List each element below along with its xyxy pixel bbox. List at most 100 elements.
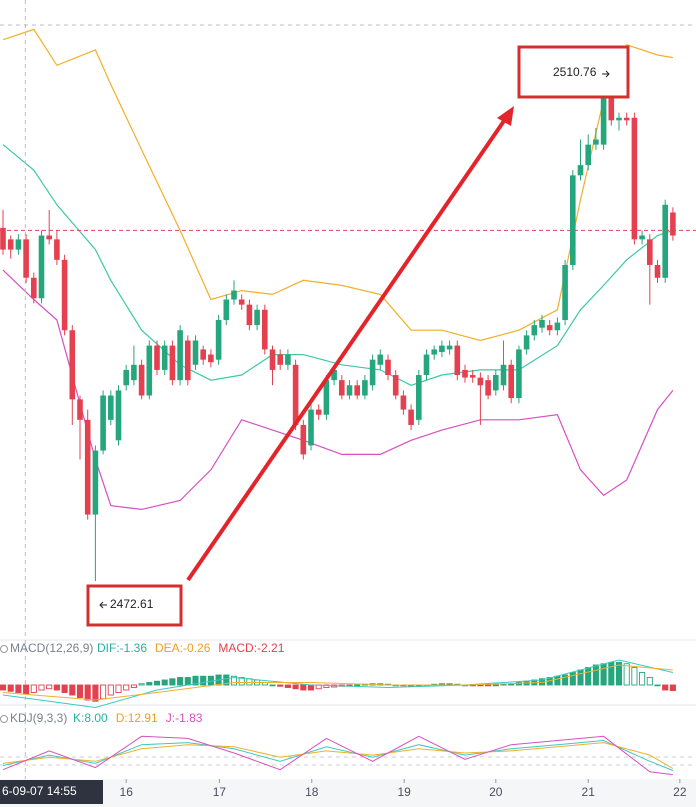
x-tick-label: 21: [582, 785, 596, 799]
x-tick-label: 18: [305, 785, 319, 799]
candle-body: [616, 117, 622, 121]
candle-body: [508, 364, 514, 399]
macd-bar: [569, 672, 576, 686]
candle-body: [138, 364, 145, 396]
candle-body: [61, 259, 68, 331]
macd-bar: [669, 684, 676, 691]
macd-bar: [577, 669, 584, 686]
annotation-arrow: [99, 601, 107, 609]
candle-body: [84, 419, 91, 515]
macd-bar: [277, 684, 284, 687]
candle-body: [38, 235, 45, 299]
candle-body: [23, 239, 29, 278]
candle-body: [654, 264, 661, 278]
crosshair-label: 6-09-07 14:55: [2, 784, 77, 798]
candle-body: [169, 345, 176, 381]
trend-arrow: [186, 106, 514, 582]
macd-bar: [0, 684, 7, 691]
candle-body: [416, 375, 422, 420]
indicator-icon: [0, 715, 8, 723]
candle-body: [7, 239, 14, 250]
macd-bar: [600, 663, 607, 686]
candle-body: [423, 354, 430, 376]
candle-body: [215, 320, 222, 360]
macd-bar: [485, 684, 492, 687]
candle-body: [446, 345, 453, 350]
candle-body: [647, 239, 653, 265]
candle-body: [246, 304, 253, 326]
crosshair-label-bg: [0, 780, 103, 804]
candle-body: [377, 354, 384, 365]
macd-bar: [300, 684, 307, 691]
annotation-box: [517, 45, 630, 99]
candle-body: [585, 144, 591, 166]
x-tick-label: 19: [397, 785, 411, 799]
candle-body: [523, 335, 530, 350]
macd-bar: [238, 677, 245, 686]
candle-body: [362, 380, 368, 396]
kdj-line: [2, 739, 674, 771]
indicator-icon: [0, 645, 8, 653]
candle-body: [369, 359, 376, 386]
candle-body: [161, 345, 168, 370]
candle-body: [670, 212, 676, 236]
kdj-title: KDJ(9,3,3): [10, 711, 67, 725]
candle-body: [346, 385, 353, 396]
candle-body: [493, 375, 499, 391]
macd-line: [2, 664, 673, 701]
candle-body: [408, 409, 414, 425]
candle-body: [269, 349, 276, 370]
candle-body: [0, 227, 6, 250]
macd-bar: [7, 684, 14, 692]
macd-bar: [562, 674, 569, 686]
candle-body: [570, 175, 576, 265]
macd-bar: [631, 667, 638, 686]
macd-bar: [646, 677, 653, 686]
candle-body: [123, 369, 129, 386]
candle-body: [154, 345, 160, 370]
x-tick-label: 22: [673, 785, 687, 799]
macd-bar: [138, 683, 145, 686]
candle-body: [238, 299, 245, 305]
plot: [0, 0, 696, 779]
macd-bar: [177, 677, 184, 686]
macd-bar: [169, 678, 176, 686]
macd-bar: [269, 684, 276, 687]
macd-bar: [230, 675, 238, 686]
annotation-label: 2472.61: [110, 597, 154, 611]
candle-body: [539, 320, 545, 328]
macd-bar: [200, 675, 207, 686]
candle-body: [577, 165, 584, 176]
x-axis-bar: [0, 779, 696, 807]
candle-body: [600, 94, 607, 145]
macd-value: DIF:-1.36: [97, 641, 147, 655]
macd-bar: [354, 684, 361, 687]
candle-body: [192, 340, 199, 365]
candle-body: [354, 385, 360, 396]
arrow-head: [497, 106, 514, 126]
candle-body: [608, 94, 615, 121]
macd-line: [2, 659, 674, 709]
candle-body: [92, 450, 99, 515]
candle-body: [115, 390, 122, 441]
macd-bar: [477, 684, 484, 687]
candle-body: [385, 359, 391, 376]
candle-body: [46, 235, 52, 240]
bollinger-band: [2, 144, 674, 386]
macd-bar: [146, 682, 153, 686]
candle-body: [292, 364, 299, 425]
kdj-value: D:12.91: [116, 711, 158, 725]
candle-body: [516, 349, 522, 399]
macd-bar: [15, 684, 22, 693]
macd-bar: [92, 684, 99, 702]
candle-body: [277, 354, 283, 365]
macd-bar: [192, 675, 199, 686]
candle-body: [593, 139, 599, 145]
macd-bar: [130, 684, 137, 688]
candle-body: [77, 399, 83, 420]
candle-body: [262, 309, 268, 350]
macd-bar: [554, 675, 561, 686]
macd-bar: [161, 679, 168, 686]
kdj-line: [2, 742, 674, 769]
